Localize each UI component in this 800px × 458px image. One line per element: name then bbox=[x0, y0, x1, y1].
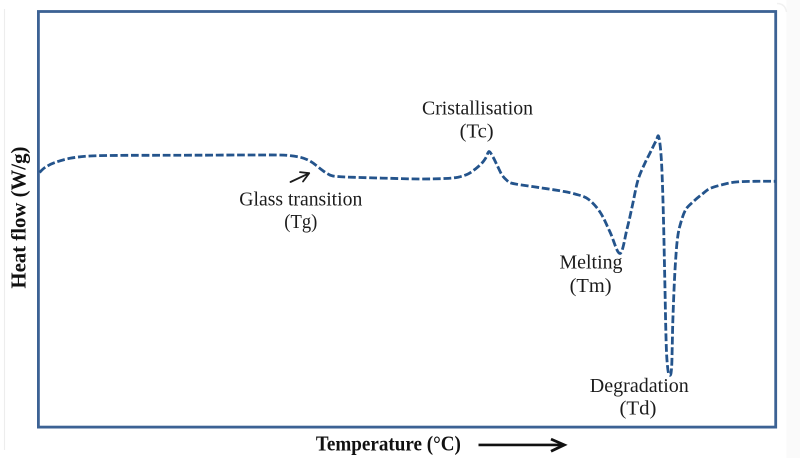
svg-text:Temperature (°C): Temperature (°C) bbox=[316, 431, 461, 455]
svg-text:(Td): (Td) bbox=[620, 398, 657, 420]
svg-text:Heat flow (W/g): Heat flow (W/g) bbox=[7, 147, 31, 289]
svg-text:Melting: Melting bbox=[560, 251, 623, 273]
svg-text:Glass transition: Glass transition bbox=[239, 189, 362, 211]
svg-text:Cristallisation: Cristallisation bbox=[422, 97, 533, 119]
svg-text:Degradation: Degradation bbox=[590, 375, 689, 397]
svg-text:(Tc): (Tc) bbox=[460, 121, 494, 143]
svg-text:(Tm): (Tm) bbox=[570, 275, 612, 297]
svg-text:(Tg): (Tg) bbox=[284, 211, 317, 233]
